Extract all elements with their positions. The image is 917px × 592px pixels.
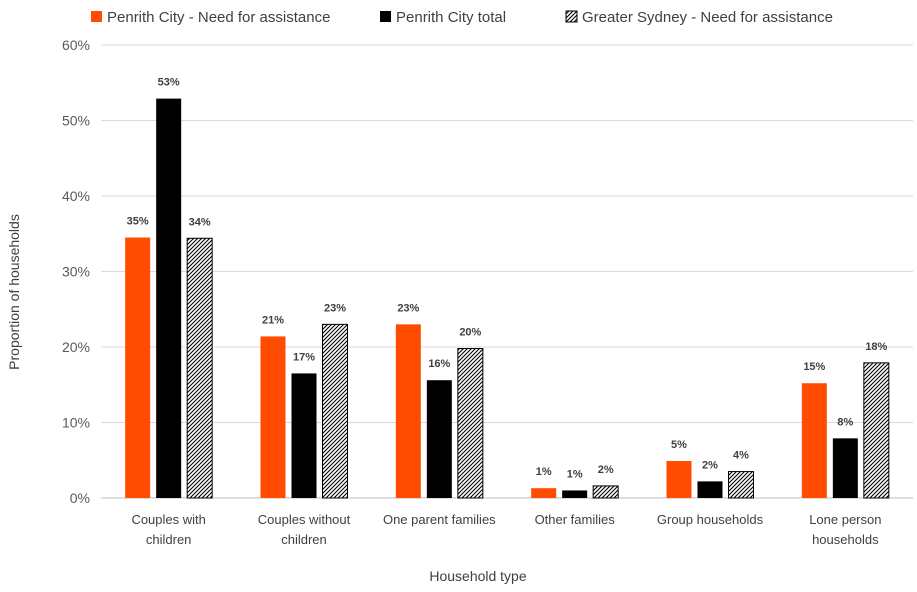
bar <box>562 490 588 498</box>
data-label: 2% <box>598 464 614 476</box>
data-labels: 35% 53% 34% 21% 17% 23% 23% 16% 20% 1% 1% 2% 5% 2% 4% 1… <box>127 77 888 481</box>
legend-label: Penrith City total <box>396 9 506 26</box>
bar <box>156 98 182 498</box>
bar <box>863 362 890 499</box>
data-label: 35% <box>127 216 149 228</box>
x-tick-label: Other families <box>535 512 616 527</box>
bar <box>832 438 858 498</box>
bar <box>457 348 484 499</box>
legend-label: Penrith City - Need for assistance <box>107 9 330 26</box>
y-tick-label: 30% <box>62 264 90 280</box>
bar <box>322 323 348 499</box>
x-tick-label: Couples with children <box>131 512 205 547</box>
bar <box>186 237 213 499</box>
data-label: 1% <box>536 466 552 478</box>
legend: Penrith City - Need for assistance Penrit… <box>91 9 833 26</box>
bar <box>125 237 151 498</box>
data-label: 4% <box>733 450 749 462</box>
bars <box>125 98 890 499</box>
legend-swatch <box>380 11 391 22</box>
x-axis-categories: Couples with children Couples without child… <box>131 512 881 547</box>
y-tick-label: 50% <box>62 113 90 129</box>
bar <box>260 336 286 498</box>
legend-label: Greater Sydney - Need for assistance <box>582 9 833 26</box>
bar <box>395 324 421 498</box>
bar <box>531 488 557 498</box>
data-label: 53% <box>158 77 180 89</box>
data-label: 17% <box>293 351 315 363</box>
data-label: 23% <box>397 302 419 314</box>
data-label: 15% <box>803 361 825 373</box>
bar <box>666 461 692 498</box>
y-tick-label: 10% <box>62 415 90 431</box>
data-label: 5% <box>671 439 687 451</box>
x-tick-label: One parent families <box>383 512 496 527</box>
y-tick-label: 60% <box>62 37 90 53</box>
gridlines <box>101 44 913 499</box>
bar <box>426 380 452 498</box>
x-axis-title: Household type <box>429 568 527 584</box>
bar <box>697 481 723 498</box>
x-tick-label: Lone person households <box>809 512 881 547</box>
legend-swatch <box>565 10 578 23</box>
bar <box>801 383 827 498</box>
data-label: 23% <box>324 302 346 314</box>
y-axis-ticks: 0% 10% 20% 30% 40% 50% 60% <box>62 37 90 506</box>
y-tick-label: 0% <box>70 490 90 506</box>
data-label: 34% <box>189 216 211 228</box>
bar <box>728 471 754 499</box>
bar <box>592 485 619 499</box>
y-tick-label: 20% <box>62 339 90 355</box>
y-tick-label: 40% <box>62 188 90 204</box>
data-label: 21% <box>262 314 284 326</box>
data-label: 2% <box>702 459 718 471</box>
data-label: 8% <box>837 416 853 428</box>
data-label: 16% <box>428 358 450 370</box>
x-tick-label: Group households <box>657 512 764 527</box>
bar <box>291 373 317 498</box>
data-label: 20% <box>459 327 481 339</box>
x-tick-label: Couples without children <box>258 512 351 547</box>
data-label: 1% <box>567 468 583 480</box>
data-label: 18% <box>865 341 887 353</box>
legend-swatch <box>91 11 102 22</box>
y-axis-title: Proportion of households <box>6 214 22 370</box>
